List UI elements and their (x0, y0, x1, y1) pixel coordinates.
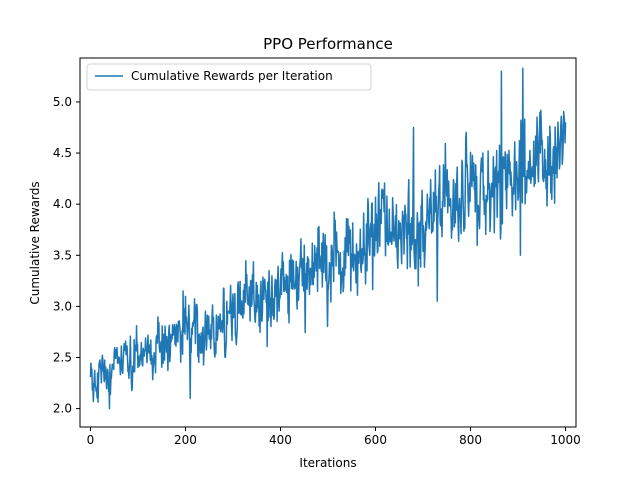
plot-area (80, 58, 576, 427)
legend-box (86, 63, 372, 91)
series-line-cumulative-rewards (89, 67, 567, 410)
legend-label: Cumulative Rewards per Iteration (131, 69, 333, 83)
y-tick-label-2: 2.0 (53, 402, 72, 416)
y-axis-label: Cumulative Rewards (28, 181, 42, 304)
legend: Cumulative Rewards per Iteration (86, 63, 372, 91)
x-tick-label-800: 800 (459, 433, 482, 447)
x-tick-label-600: 600 (364, 433, 387, 447)
y-tick-label-4: 4.0 (53, 197, 72, 211)
y-axis: 2.0 2.5 3.0 3.5 4.0 4.5 5.0 (53, 95, 80, 416)
y-tick-label-3-5: 3.5 (53, 248, 72, 262)
y-tick-label-2-5: 2.5 (53, 350, 72, 364)
x-tick-label-1000: 1000 (550, 433, 581, 447)
y-tick-label-3: 3.0 (53, 299, 72, 313)
x-tick-label-0: 0 (87, 433, 95, 447)
series-layer (89, 67, 567, 410)
y-tick-label-5: 5.0 (53, 95, 72, 109)
x-axis-label: Iterations (299, 456, 356, 470)
x-tick-label-400: 400 (269, 433, 292, 447)
y-tick-label-4-5: 4.5 (53, 146, 72, 160)
plot-frame (79, 57, 577, 428)
x-tick-label-200: 200 (174, 433, 197, 447)
x-axis: 0 200 400 600 800 1000 (87, 427, 581, 447)
chart-title: PPO Performance (263, 35, 393, 53)
